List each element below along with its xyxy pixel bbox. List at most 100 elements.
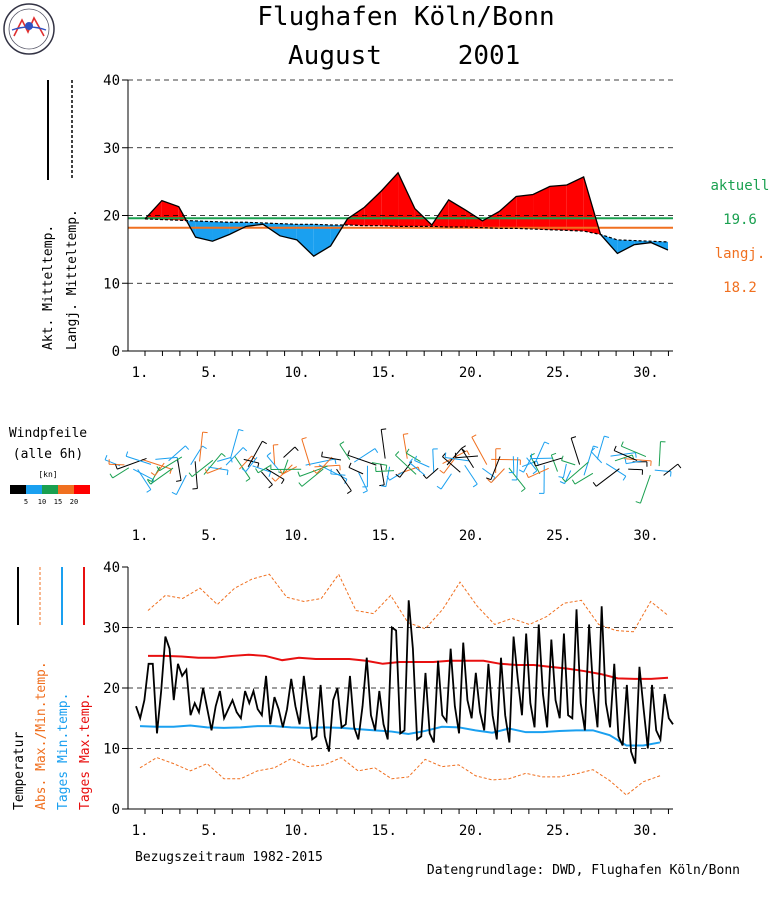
legend-tmax: Tages Max.temp.	[78, 693, 93, 810]
wind-barb-shaft	[238, 455, 253, 470]
wind-barb-shaft	[261, 471, 273, 485]
wind-barb	[658, 441, 666, 467]
wind-barb	[486, 456, 501, 481]
chart-title-month: August	[288, 41, 382, 71]
wind-barb	[628, 468, 644, 475]
wind-xtick-label: 30.	[633, 528, 658, 544]
panel3-xtick-label: 5.	[201, 823, 218, 839]
wind-barb	[605, 463, 627, 481]
wind-barb-feather	[362, 490, 368, 494]
wind-barb-shaft	[574, 472, 594, 485]
wind-barb	[624, 458, 642, 465]
wind-barb-feather	[422, 474, 427, 479]
wind-barb-shaft	[353, 448, 376, 463]
wind-barb	[526, 457, 538, 475]
wind-xticks: 1. 5. 10. 15. 20. 25. 30.	[132, 528, 659, 544]
panel3-gridlines	[128, 627, 673, 749]
wind-barb	[525, 467, 549, 479]
wind-barb-shaft	[316, 456, 333, 474]
wind-barb-shaft	[282, 466, 298, 475]
panel1-xtick-label: 5.	[201, 365, 218, 381]
wind-barb	[358, 472, 368, 494]
wind-barb	[380, 428, 387, 459]
wind-barb	[125, 451, 152, 465]
wind-barb-shaft	[375, 470, 395, 473]
wind-barb	[406, 448, 421, 462]
wind-barb-shaft	[203, 453, 222, 475]
panel3-xtick-label: 15.	[372, 823, 397, 839]
panel3-ytick-label: 20	[103, 681, 120, 697]
wind-barb-feather	[529, 452, 535, 457]
wind-barb-feather	[385, 465, 388, 471]
wind-barb-feather	[414, 455, 418, 461]
wind-barb-shaft	[432, 449, 435, 473]
wind-barb-shaft	[371, 462, 387, 466]
wind-barb-feather	[257, 462, 260, 468]
data-source: Datengrundlage: DWD, Flughafen Köln/Bonn	[427, 863, 740, 878]
deviation-fill	[364, 191, 382, 226]
wind-barb-feather	[297, 471, 301, 477]
wind-barb-shaft	[159, 456, 183, 472]
wind-barb-shaft	[108, 463, 125, 466]
wind-barb-shaft	[426, 467, 439, 479]
wind-barb-shaft	[482, 467, 496, 478]
wind-barb-feather	[374, 448, 379, 453]
wind-title: Windpfeile	[9, 426, 87, 441]
wind-barb-shaft	[336, 468, 352, 492]
wind-barb-feather	[104, 454, 108, 461]
panel3-ytick-label: 0	[112, 802, 120, 818]
wind-barb	[192, 461, 198, 490]
wind-barb-shaft	[330, 473, 346, 476]
wind-barb-feather	[245, 478, 251, 482]
wind-barb	[336, 468, 352, 494]
wind-barb	[133, 468, 155, 485]
deviation-fill	[347, 207, 365, 226]
mean-temperature-panel: Akt. Mitteltemp. Langj. Mitteltemp. 0 10 2…	[41, 73, 770, 381]
deviation-fill	[381, 172, 399, 227]
wind-barb	[108, 459, 125, 466]
panel3-ytick-label: 10	[103, 742, 120, 758]
wind-barb	[252, 465, 272, 477]
wind-barb-feather	[403, 433, 409, 435]
panel3-axes: 0 10 20 30 40 1. 5. 10. 15. 20. 25. 30.	[103, 560, 673, 839]
wind-xtick-label: 10.	[284, 528, 309, 544]
wind-barb	[247, 440, 267, 467]
panel1-xtick-label: 1.	[132, 365, 149, 381]
wind-barb	[561, 455, 576, 466]
legend-absminmax: Abs. Max./Min.temp.	[34, 661, 49, 810]
wind-barb-feather	[590, 447, 596, 452]
panel1-ytick-label: 10	[103, 276, 120, 292]
wind-barb	[386, 471, 404, 481]
wind-barb-shaft	[247, 440, 263, 467]
wind-barb	[225, 447, 248, 466]
deviation-fill	[195, 220, 213, 242]
wind-barb-shaft	[561, 460, 576, 466]
wind-scale-swatch	[26, 485, 42, 494]
wind-barb-shaft	[339, 444, 351, 460]
wind-barb	[305, 458, 337, 466]
wind-barb-shaft	[191, 459, 214, 478]
wind-barb-feather	[344, 478, 348, 484]
wind-barb	[623, 458, 652, 466]
wind-barb-shaft	[445, 457, 470, 462]
wind-barb-feather	[544, 441, 550, 445]
wind-barb-feather	[321, 451, 323, 457]
wind-barb	[150, 462, 165, 476]
wind-scale-swatch	[74, 485, 90, 494]
wind-barb	[663, 463, 682, 476]
wind-barb-shaft	[230, 429, 240, 459]
panel1-xtick-label: 25.	[546, 365, 571, 381]
wind-barb	[380, 466, 391, 488]
wind-barb	[471, 434, 488, 465]
wind-barb-shaft	[301, 468, 324, 487]
aktuell-value: 19.6	[723, 212, 757, 228]
wind-barb-feather	[312, 469, 318, 474]
wind-barb	[539, 465, 545, 494]
wind-barb	[454, 452, 479, 459]
wind-barb	[375, 466, 395, 473]
wind-barb-feather	[533, 461, 536, 467]
wind-xtick-label: 5.	[201, 528, 218, 544]
wind-barb-feather	[592, 482, 597, 487]
wind-barb-shaft	[305, 458, 336, 466]
wind-barb-shaft	[658, 441, 661, 467]
